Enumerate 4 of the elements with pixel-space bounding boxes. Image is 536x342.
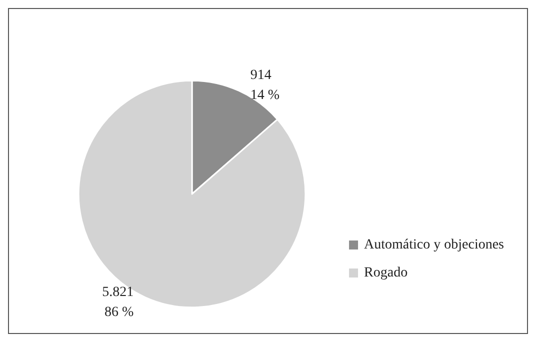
data-label: 914 14 %: [250, 68, 280, 103]
data-label: 5.821 86 %: [102, 285, 134, 320]
legend-label: Rogado: [364, 266, 408, 280]
legend-label: Automático y objeciones: [364, 238, 504, 252]
